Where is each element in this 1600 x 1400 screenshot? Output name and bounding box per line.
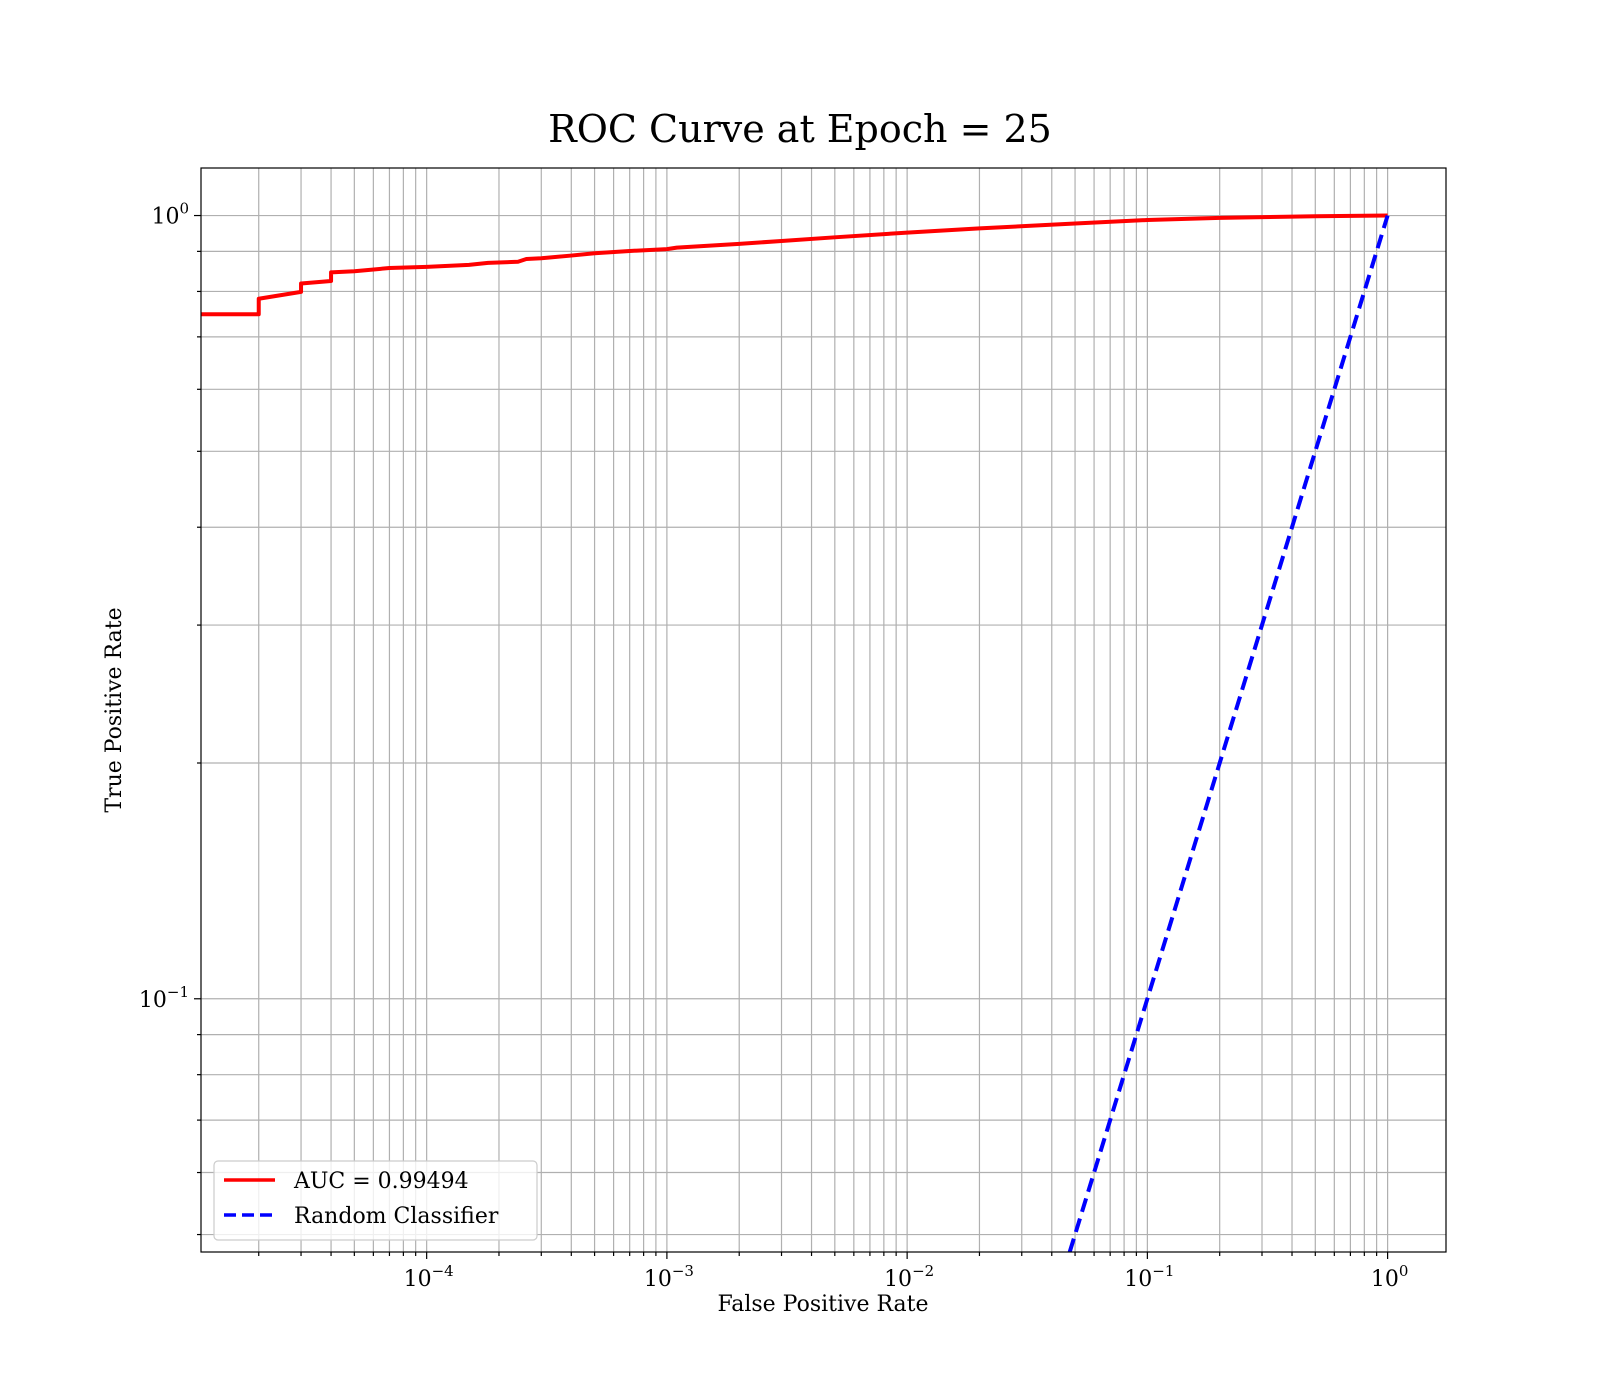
legend-box [213, 1160, 538, 1241]
roc-curve-line [201, 213, 1388, 317]
x-axis-label: False Positive Rate [717, 1292, 928, 1317]
x-tick-label: 10−4 [404, 1262, 454, 1292]
legend: AUC = 0.99494 Random Classifier [213, 1160, 538, 1241]
x-tick-label: 10−3 [644, 1262, 694, 1292]
legend-label-random-classifier: Random Classifier [294, 1204, 499, 1229]
random-classifier-line [1067, 214, 1390, 1252]
y-tick-label: 100 [151, 200, 189, 230]
axis-ticks: 10−4 10−3 10−2 10−1 100 100 10−1 [139, 200, 1409, 1292]
y-tick-label: 10−1 [139, 983, 189, 1013]
chart-title: ROC Curve at Epoch = 25 [548, 107, 1052, 151]
grid [201, 168, 1446, 1252]
x-tick-label: 10−2 [884, 1262, 934, 1292]
plot-frame [200, 167, 1447, 1253]
plot-lines [201, 213, 1390, 1252]
y-axis-label: True Positive Rate [102, 607, 127, 812]
x-tick-label: 10−1 [1124, 1262, 1174, 1292]
legend-label-auc: AUC = 0.99494 [293, 1169, 469, 1194]
x-tick-label: 100 [1371, 1262, 1409, 1292]
